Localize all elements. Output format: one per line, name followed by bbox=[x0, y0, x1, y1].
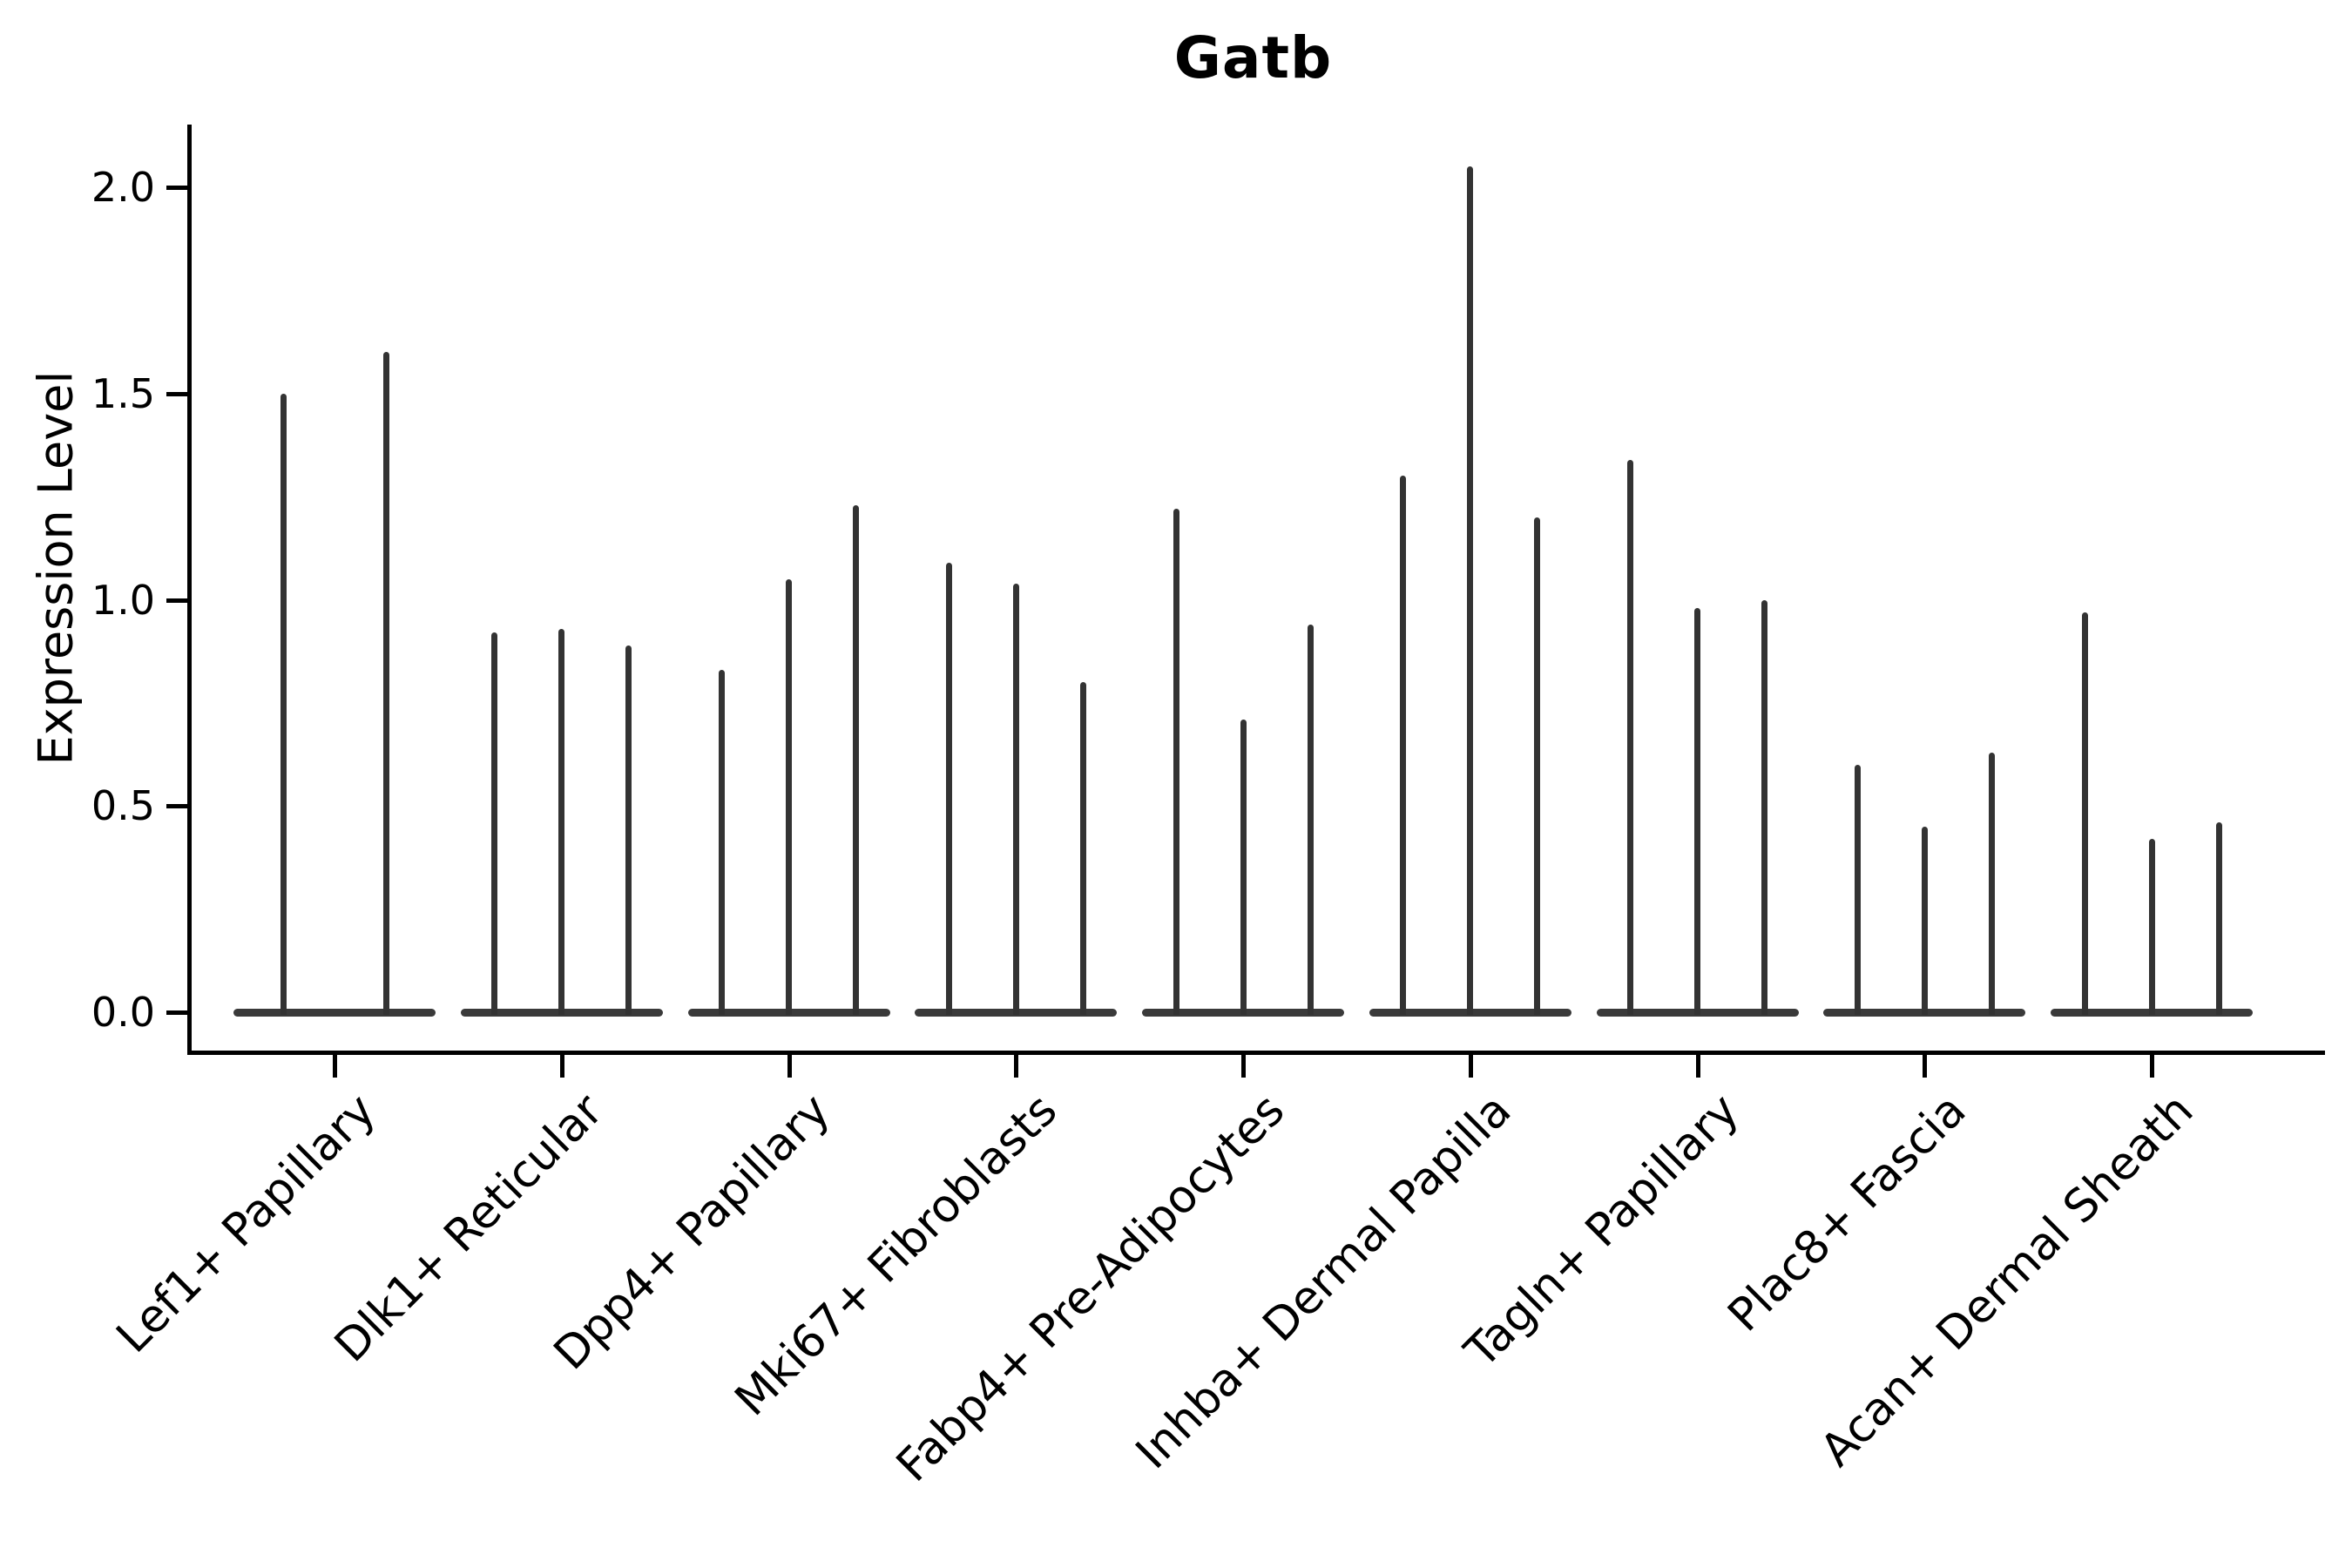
violin-spike bbox=[945, 562, 952, 1015]
violin-spike bbox=[1240, 719, 1247, 1015]
y-tick bbox=[166, 804, 187, 809]
violin-spike bbox=[719, 669, 725, 1015]
violin-spike bbox=[2148, 839, 2155, 1015]
violin-spike bbox=[1307, 624, 1314, 1015]
violin-spike bbox=[1400, 476, 1407, 1015]
y-tick bbox=[166, 391, 187, 396]
violin-spike bbox=[558, 628, 565, 1015]
y-tick-label: 0.0 bbox=[91, 989, 155, 1036]
x-tick-label: Plac8+ Fascia bbox=[1718, 1084, 1977, 1342]
x-tick bbox=[787, 1055, 792, 1078]
violin-base bbox=[233, 1008, 436, 1017]
violin-spike bbox=[2215, 822, 2222, 1015]
x-tick bbox=[333, 1055, 337, 1078]
x-tick bbox=[1241, 1055, 1246, 1078]
violin-spike bbox=[2081, 612, 2088, 1015]
violin-spike bbox=[382, 352, 389, 1015]
x-tick-label: Fabp4+ Pre-Adipocytes bbox=[886, 1084, 1295, 1492]
x-tick bbox=[1468, 1055, 1473, 1078]
violin-spike bbox=[1534, 517, 1541, 1015]
violin-spike bbox=[1173, 509, 1179, 1015]
violin-spike bbox=[280, 393, 287, 1015]
y-tick bbox=[166, 1010, 187, 1015]
violin-spike bbox=[1694, 607, 1700, 1015]
violin-spike bbox=[1761, 599, 1767, 1015]
x-tick bbox=[1695, 1055, 1700, 1078]
y-tick-label: 2.0 bbox=[91, 164, 155, 211]
violin-spike bbox=[1854, 764, 1861, 1015]
violin-spike bbox=[853, 504, 859, 1015]
violin-spike bbox=[786, 578, 792, 1015]
y-axis-label: Expression Level bbox=[28, 370, 84, 766]
x-tick-label: Inhba+ Dermal Papilla bbox=[1126, 1084, 1522, 1480]
y-axis-line bbox=[187, 125, 192, 1055]
y-tick bbox=[166, 186, 187, 190]
y-tick-label: 1.0 bbox=[91, 576, 155, 624]
x-tick-label: Acan+ Dermal Sheath bbox=[1810, 1084, 2204, 1477]
violin-spike bbox=[1988, 752, 1995, 1015]
x-axis-line bbox=[187, 1051, 2325, 1055]
violin-spike bbox=[1921, 826, 1928, 1015]
violin-spike bbox=[1627, 459, 1633, 1015]
plot-title: Gatb bbox=[1173, 24, 1333, 91]
violin-spike bbox=[1079, 682, 1086, 1015]
x-tick bbox=[559, 1055, 564, 1078]
violin-spike bbox=[1467, 166, 1474, 1015]
x-tick bbox=[1014, 1055, 1019, 1078]
violin-spike bbox=[1012, 583, 1019, 1015]
violin-spike bbox=[625, 645, 632, 1015]
x-tick bbox=[2150, 1055, 2154, 1078]
y-tick-label: 1.5 bbox=[91, 369, 155, 417]
violin-spike bbox=[491, 632, 498, 1015]
y-tick bbox=[166, 598, 187, 603]
y-tick-label: 0.5 bbox=[91, 782, 155, 830]
x-tick bbox=[1923, 1055, 1928, 1078]
